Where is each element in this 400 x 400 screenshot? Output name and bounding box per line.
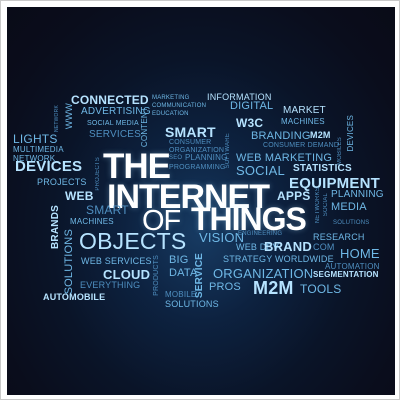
word-products-v: PRODUCTS (153, 255, 160, 296)
word-market: MARKET (283, 105, 326, 116)
hero-the: THE (103, 147, 171, 186)
word-education: EDUCATION (152, 111, 189, 117)
word-devices-v: DEVICES (346, 115, 355, 152)
word-devices-l: DEVICES (15, 158, 83, 175)
hero-things: THINGS (191, 201, 307, 237)
word-planning-r: PLANNING (331, 189, 384, 200)
word-strategy: STRATEGY WORLDWIDE (223, 254, 334, 264)
word-social-v: SOCIAL (323, 193, 329, 217)
word-apps: APPS (277, 189, 311, 203)
word-projects: PROJECTS (37, 177, 87, 187)
word-tools: TOOLS (300, 282, 342, 296)
word-organization-small: ORGANIZATION (169, 147, 225, 154)
word-m2m-small: M2M (310, 130, 331, 140)
word-connected: CONNECTED (71, 93, 149, 107)
word-web-l: WEB (65, 189, 94, 203)
word-everything: EVERYTHING (80, 280, 141, 290)
word-objects: OBJECTS (79, 228, 187, 254)
word-service: SERVICE (194, 253, 205, 299)
word-services-l: SERVICES (89, 129, 141, 140)
word-multimedia: MULTIMEDIA (13, 145, 64, 154)
word-consumer: CONSUMER (169, 139, 212, 146)
word-www: WWW (64, 103, 74, 130)
word-cloud: CLOUD (103, 267, 151, 282)
word-projects-v: PROJECTS (95, 157, 101, 191)
word-advertising: ADVERTISING (81, 106, 151, 117)
word-vision: VISION (199, 230, 245, 245)
word-seo: SEO (169, 155, 183, 161)
word-smart-top: SMART (165, 124, 216, 140)
word-com: COM (313, 242, 335, 252)
word-engineering: ENGINEERING (238, 231, 283, 237)
word-software-v: SOFTWARE (225, 133, 231, 169)
word-automation: AUTOMATION (325, 262, 380, 271)
word-mobile: MOBILE (165, 290, 197, 299)
word-networks-v: NETWORKS (315, 187, 321, 224)
word-marketing: MARKETING (152, 95, 190, 101)
word-network: NETWORK (13, 154, 56, 163)
word-smart-mid: SMART (86, 203, 129, 217)
word-solutions-r: SOLUTIONS (333, 220, 370, 226)
word-cloud-image: CONNECTED MARKETING COMMUNICATION EDUCAT… (7, 7, 395, 395)
word-digital: DIGITAL (230, 100, 274, 112)
word-machines-tr: MACHINES (281, 117, 325, 126)
word-big: BIG (169, 254, 189, 266)
hero-internet: INTERNET (107, 178, 270, 216)
word-machines-l: MACHINES (70, 217, 114, 226)
word-data: DATA (169, 267, 198, 279)
word-lights: LIGHTS (13, 132, 58, 146)
word-w3c: W3C (236, 116, 264, 130)
word-solutions-v: SOLUTIONS (63, 229, 75, 295)
hero-of: OF (142, 205, 181, 237)
word-web-marketing: WEB MARKETING (236, 152, 333, 164)
word-media: MEDIA (331, 201, 367, 213)
word-network-v: NETWORK (54, 105, 60, 132)
word-pros: PROS (209, 281, 241, 293)
word-segmentation: SEGMENTATION (313, 270, 379, 279)
word-home: HOME (340, 246, 380, 261)
word-information: INFORMATION (207, 92, 272, 102)
word-statistics: STATISTICS (293, 163, 352, 174)
word-brands: BRANDS (50, 205, 61, 249)
word-web-services: WEB SERVICES (81, 256, 152, 266)
word-social-media: SOCIAL MEDIA (87, 120, 139, 127)
word-solutions-b: SOLUTIONS (165, 299, 219, 309)
word-social: SOCIAL (236, 163, 285, 178)
word-brand: BRAND (264, 239, 312, 254)
word-web-dev: WEB DEV (236, 242, 279, 252)
word-research: RESEARCH (313, 232, 365, 242)
word-communication: COMMUNICATION (152, 103, 207, 109)
word-organization-b: ORGANIZATION (213, 266, 314, 281)
word-consumer-demand: CONSUMER DEMAND (263, 142, 340, 149)
word-planning-small: PLANNING (185, 153, 228, 162)
word-branding: BRANDING (251, 130, 311, 142)
word-automobile: AUTOMOBILE (43, 292, 106, 302)
word-programming: PROGRAMMING (169, 164, 226, 171)
word-equipment: EQUIPMENT (289, 175, 380, 192)
word-m2m-big: M2M (253, 278, 294, 298)
word-content: CONTENT (140, 107, 149, 148)
